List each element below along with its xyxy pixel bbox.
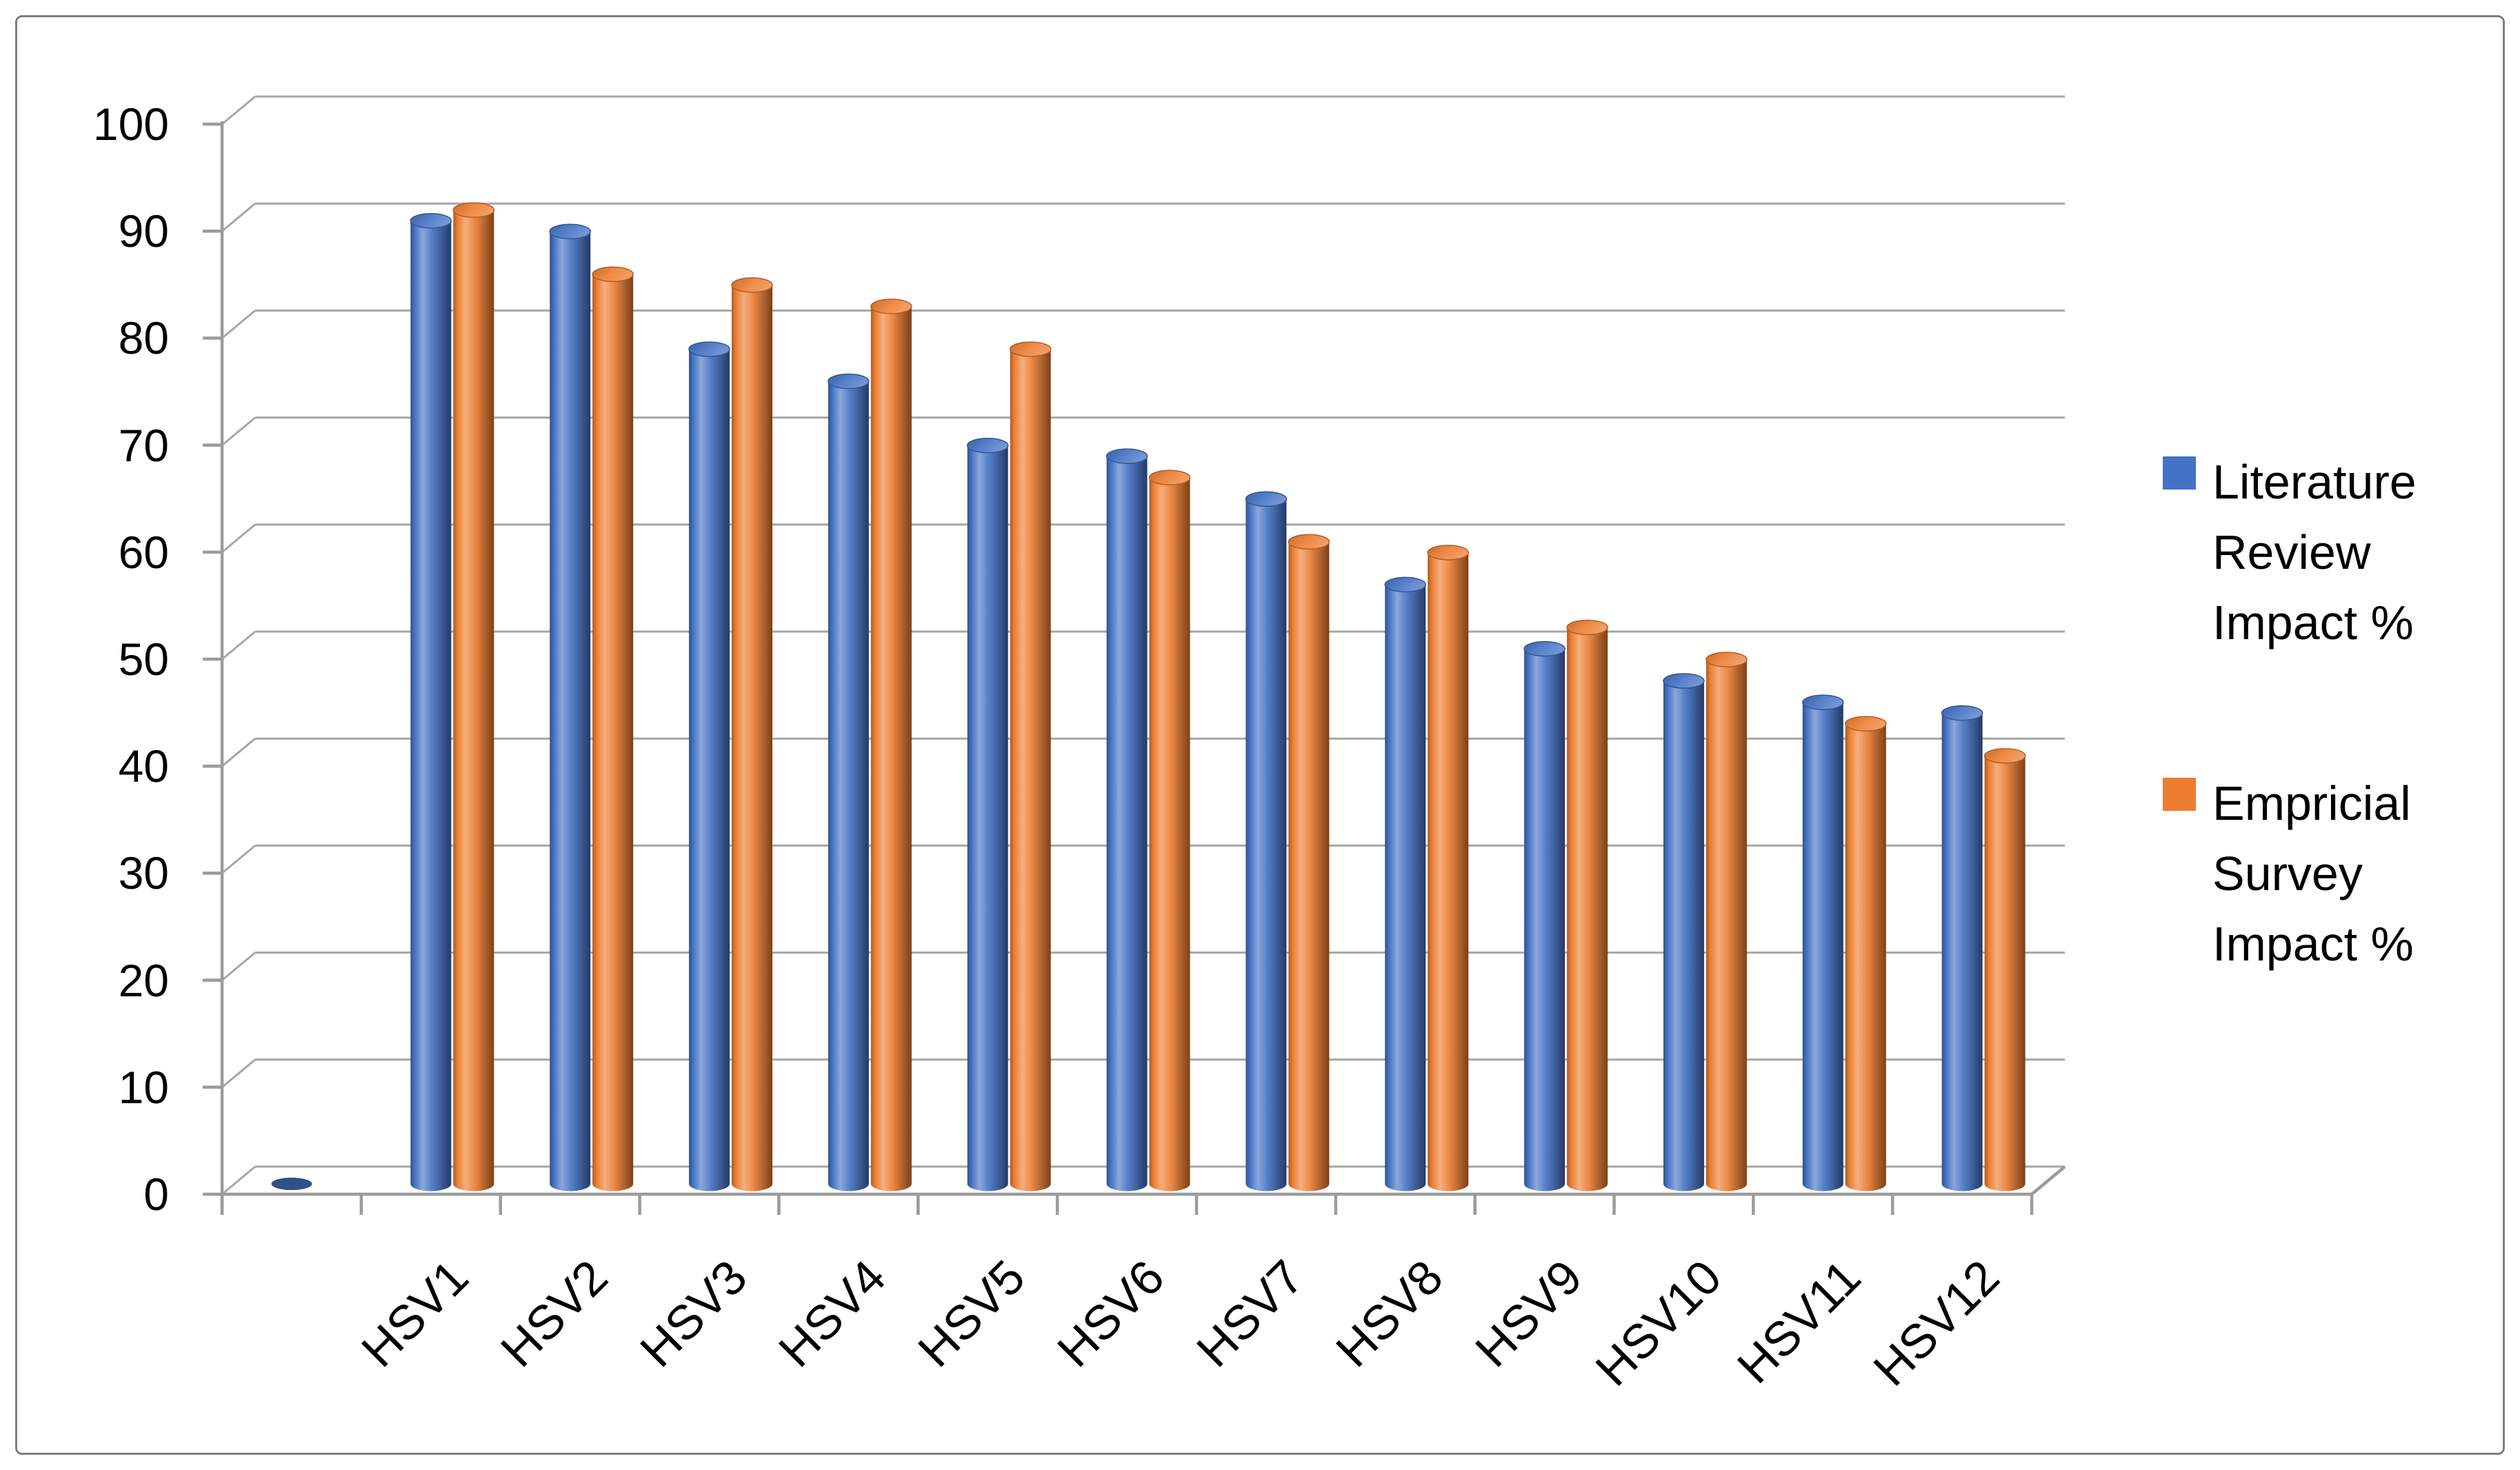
bar-hsv9-literature [1523, 641, 1566, 1191]
bar-hsv11-empricial [1845, 716, 1887, 1191]
bar-hsv2-empricial [592, 266, 634, 1191]
bar-hsv7-literature [1245, 491, 1288, 1191]
gridline-depth [221, 310, 256, 339]
gridline-depth [221, 630, 256, 661]
bar-hsv1-empricial [452, 202, 495, 1191]
bar-hsv8-literature [1384, 576, 1426, 1191]
legend-swatch-literature-review [2163, 456, 2196, 490]
bar-hsv4-literature [828, 373, 870, 1191]
bar-hsv5-empricial [1009, 341, 1052, 1191]
bar-hsv6-empricial [1148, 470, 1191, 1191]
y-axis-label: 90 [118, 205, 169, 257]
y-axis-label: 40 [118, 741, 169, 792]
legend-label-literature-review: Literature Review Impact % [2212, 455, 2417, 650]
legend-swatch-empricial-survey [2163, 778, 2196, 811]
legend-item-empricial-survey: Empricial Survey Impact % [2163, 768, 2509, 979]
gridline-depth [221, 95, 256, 125]
bar-hsv10-empricial [1706, 652, 1748, 1191]
y-axis-label: 60 [118, 526, 169, 578]
bar-hsv3-empricial [731, 277, 773, 1191]
bar-hsv3-literature [688, 341, 730, 1191]
bar-hsv1-literature [410, 212, 452, 1191]
y-axis-label: 0 [143, 1169, 169, 1220]
gridline-depth [221, 1058, 256, 1088]
floor-right-edge [2030, 1165, 2066, 1196]
y-axis-label: 100 [92, 99, 169, 150]
bar-hsv11-literature [1802, 694, 1844, 1191]
gridline-depth [221, 845, 256, 874]
gridline-depth [221, 952, 256, 981]
bar-hsv7-empricial [1288, 534, 1330, 1191]
bar-hsv10-literature [1663, 673, 1705, 1191]
bar-hsv12-empricial [1983, 747, 2026, 1191]
legend-item-literature-review: Literature Review Impact % [2163, 447, 2509, 658]
bar-hsv12-literature [1941, 705, 1983, 1191]
y-axis-label: 30 [118, 847, 169, 899]
gridline-depth [221, 523, 256, 553]
gridline-depth [221, 416, 256, 446]
y-axis-label: 50 [118, 634, 169, 685]
bar-hsv5-literature [966, 437, 1009, 1191]
y-axis-label: 20 [118, 954, 169, 1006]
y-axis-label: 10 [118, 1061, 169, 1113]
legend-label-empricial-survey: Empricial Survey Impact % [2212, 776, 2414, 971]
gridline-depth [221, 1165, 256, 1196]
bar-hsv9-empricial [1566, 619, 1608, 1191]
y-axis-label: 80 [118, 312, 169, 364]
gridline-depth [221, 738, 256, 767]
bar-hsv2-literature [549, 223, 591, 1191]
bar-hsv6-literature [1106, 448, 1148, 1191]
zero-value-marker [271, 1178, 312, 1190]
bar-hsv4-empricial [870, 299, 912, 1191]
gridline-depth [221, 203, 256, 232]
y-axis-label: 70 [118, 419, 169, 471]
axes [220, 121, 2066, 1215]
chart-border [15, 15, 2505, 1455]
bar-hsv8-empricial [1427, 545, 1469, 1191]
